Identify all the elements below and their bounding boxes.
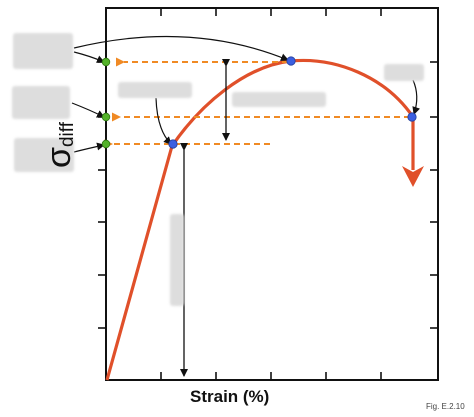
top-axis-ticks [160,8,382,16]
label-mask-fracture [384,64,424,81]
label-mask-hardening [232,92,326,107]
label-mask-top-left [13,33,73,69]
curve-points [168,56,417,149]
axis-marker-yield [101,139,111,149]
label-mask-mid-left [12,86,70,119]
callout-top-to-axis [73,51,105,63]
point-fracture [407,112,417,122]
axis-markers [101,57,111,149]
x-axis-label: Strain (%) [190,387,270,406]
point-peak [286,56,296,66]
figure-caption: Fig. E.2.10 [426,402,465,411]
point-yield [168,139,178,149]
callout-mid-to-axis [71,102,105,118]
y-axis-ticks [98,61,106,329]
callout-low-to-axis [73,142,105,153]
callout-fracture-point [412,79,421,115]
y-axis-symbol: σ [40,147,78,168]
label-mask-yield [118,82,192,98]
dashed-projection-arrows [104,57,410,149]
callout-yield-point [155,97,172,145]
plot-frame [105,7,439,381]
callout-top-to-peak [73,35,289,62]
callout-arrows [71,35,421,153]
axis-marker-peak [101,57,111,67]
label-mask-low-left [14,138,74,172]
label-mask-elastic [170,214,184,306]
y-axis-subscript: diff [57,122,78,148]
y-axis-label: σdiff [40,122,85,168]
x-axis-ticks [160,372,382,380]
failure-arrow-head [402,166,424,187]
axis-marker-fracture [101,112,111,122]
stress-strain-curve [105,58,415,381]
right-axis-ticks [430,61,438,329]
